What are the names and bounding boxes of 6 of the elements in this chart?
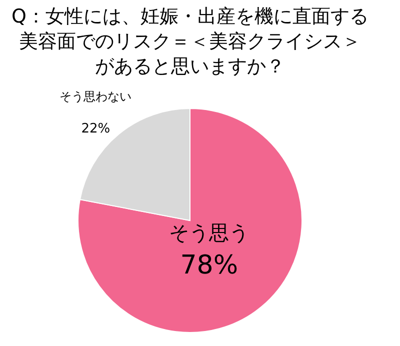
data-label: 78% (180, 250, 238, 281)
pie-slice (78, 108, 302, 333)
chart-title: Q：女性には、妊娠・出産を機に直面する美容面でのリスク＝＜美容クライシス＞があると思いますか？ (12, 5, 368, 78)
slice-label: そう思わない (60, 89, 132, 104)
data-label: 22% (81, 121, 110, 136)
slice-label: そう思う (169, 220, 250, 245)
